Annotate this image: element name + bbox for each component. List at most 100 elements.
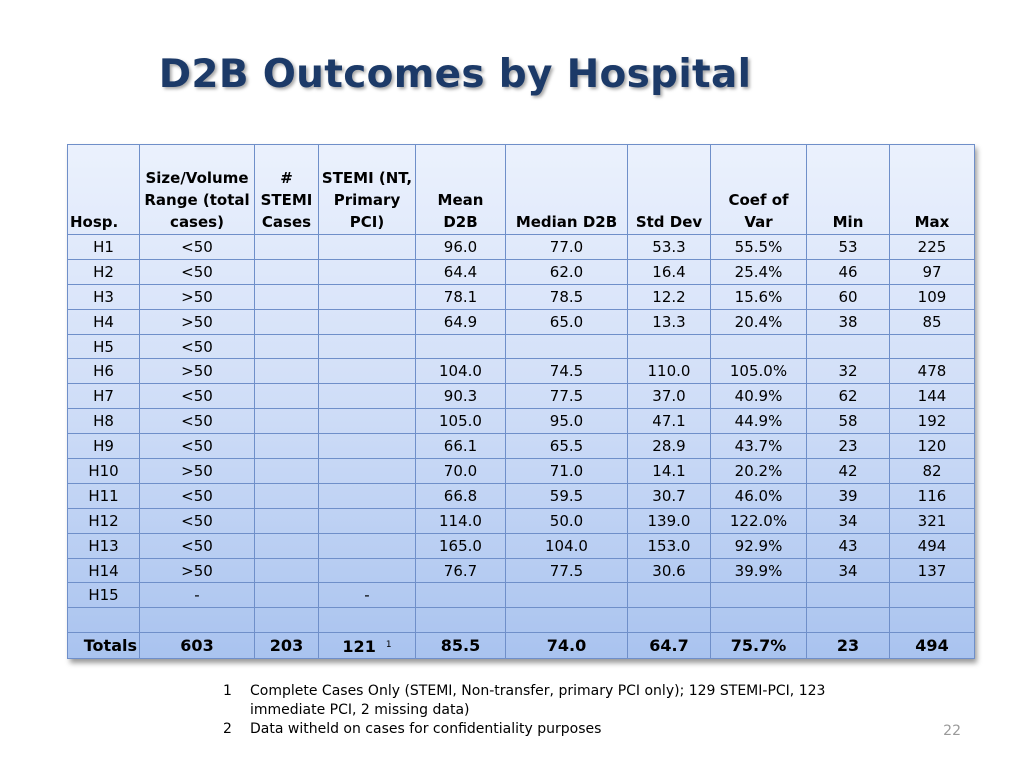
footnotes: 1 Complete Cases Only (STEMI, Non-transf… (223, 682, 863, 739)
cell-mean-d2b (415, 582, 506, 609)
total-value: 121 (342, 636, 376, 656)
cell-coef-var: 44.9% (710, 408, 807, 435)
total-coef-var: 75.7% (710, 632, 807, 660)
cell-mean-d2b: 64.9 (415, 308, 506, 335)
cell-coef-var: 25.4% (710, 258, 807, 285)
cell-mean-d2b: 78.1 (415, 283, 506, 310)
cell-hosp: H11 (67, 482, 140, 509)
cell-mean-d2b (415, 333, 506, 360)
cell-min: 32 (806, 358, 890, 385)
cell-median-d2b: 78.5 (505, 283, 628, 310)
cell-stemi-nt (318, 358, 416, 385)
cell-mean-d2b: 66.8 (415, 482, 506, 509)
cell-stemi-nt (318, 532, 416, 559)
cell-min: 46 (806, 258, 890, 285)
cell-std-dev: 13.3 (627, 308, 711, 335)
total-value: 603 (180, 635, 214, 655)
cell-mean-d2b: 76.7 (415, 557, 506, 584)
cell-size-volume: >50 (139, 458, 255, 484)
cell-coef-var: 122.0% (710, 507, 807, 534)
cell-min (806, 582, 890, 609)
footnote-2: 2 Data witheld on cases for confidential… (223, 720, 863, 739)
cell-coef-var: 92.9% (710, 532, 807, 559)
total-min: 23 (806, 632, 890, 660)
total-value: 85.5 (440, 635, 481, 655)
cell-max (889, 582, 975, 609)
cell-stemi-cases (254, 607, 319, 634)
cell-stemi-cases (254, 333, 319, 360)
totals-label: Totals (67, 632, 140, 660)
cell-max: 478 (889, 358, 975, 385)
cell-coef-var: 15.6% (710, 283, 807, 310)
cell-size-volume: >50 (139, 557, 255, 584)
cell-min: 53 (806, 234, 890, 260)
header-median-d2b: Median D2B (505, 144, 628, 235)
cell-hosp: H9 (67, 433, 140, 460)
cell-max: 137 (889, 557, 975, 584)
cell-hosp: H2 (67, 258, 140, 285)
total-value: 203 (269, 635, 304, 655)
cell-stemi-cases (254, 433, 319, 460)
cell-stemi-cases (254, 532, 319, 559)
cell-min: 38 (806, 308, 890, 335)
cell-max (889, 607, 975, 634)
total-value: 64.7 (649, 635, 689, 655)
table-row: H15- - (67, 582, 975, 609)
cell-max: 82 (889, 458, 975, 484)
cell-size-volume (139, 607, 255, 634)
table-row: H10 >50 70.0 71.0 14.1 20.2% 42 82 (67, 458, 975, 484)
cell-coef-var: 39.9% (710, 557, 807, 584)
table-row: H8 <50 105.0 95.0 47.1 44.9% 58 192 (67, 408, 975, 435)
cell-std-dev: 53.3 (627, 234, 711, 260)
cell-std-dev (627, 607, 711, 634)
cell-stemi-cases (254, 482, 319, 509)
cell-min: 39 (806, 482, 890, 509)
cell-stemi-nt (318, 482, 416, 509)
cell-size-volume: <50 (139, 258, 255, 285)
cell-hosp: H8 (67, 408, 140, 435)
table-row (67, 607, 975, 634)
cell-median-d2b (505, 607, 628, 634)
table-row: H12 <50 114.0 50.0 139.0 122.0% 34 321 (67, 507, 975, 534)
cell-coef-var: 105.0% (710, 358, 807, 385)
cell-min: 34 (806, 557, 890, 584)
cell-min (806, 607, 890, 634)
cell-min: 62 (806, 383, 890, 410)
cell-size-volume: <50 (139, 433, 255, 460)
cell-hosp: H7 (67, 383, 140, 410)
cell-median-d2b (505, 333, 628, 360)
cell-std-dev: 153.0 (627, 532, 711, 559)
cell-stemi-nt (318, 258, 416, 285)
cell-stemi-cases (254, 358, 319, 385)
cell-hosp: H10 (67, 458, 140, 484)
footnote-number: 2 (223, 721, 232, 737)
cell-coef-var: 20.2% (710, 458, 807, 484)
cell-max: 120 (889, 433, 975, 460)
cell-min: 58 (806, 408, 890, 435)
cell-hosp: H15 (67, 582, 140, 609)
cell-mean-d2b: 64.4 (415, 258, 506, 285)
footnote-text: Complete Cases Only (STEMI, Non-transfer… (250, 683, 826, 718)
header-mean-d2b: Mean D2B (415, 144, 506, 235)
table-header-row: Hosp. Size/Volume Range (total cases) # … (67, 144, 975, 235)
cell-std-dev: 28.9 (627, 433, 711, 460)
header-coef-var: Coef of Var (710, 144, 807, 235)
total-median-d2b: 74.0 (505, 632, 628, 660)
cell-stemi-nt (318, 333, 416, 360)
table-row: H3 >50 78.1 78.5 12.2 15.6% 60 109 (67, 283, 975, 310)
cell-coef-var (710, 607, 807, 634)
table-row: H6 >50 104.0 74.5 110.0 105.0% 32 478 (67, 358, 975, 385)
table-row: H2 <50 64.4 62.0 16.4 25.4% 46 97 (67, 258, 975, 285)
cell-mean-d2b: 105.0 (415, 408, 506, 435)
cell-hosp (67, 607, 140, 634)
cell-hosp: H14 (67, 557, 140, 584)
cell-std-dev (627, 333, 711, 360)
cell-size-volume: <50 (139, 507, 255, 534)
slide-title: D2B Outcomes by Hospital (158, 52, 752, 97)
footnote-number: 1 (223, 683, 232, 699)
table-row: H7 <50 90.3 77.5 37.0 40.9% 62 144 (67, 383, 975, 410)
cell-hosp: H5 (67, 333, 140, 360)
cell-median-d2b: 71.0 (505, 458, 628, 484)
footnote-marker: 1 (385, 639, 392, 650)
header-min: Min (806, 144, 890, 235)
